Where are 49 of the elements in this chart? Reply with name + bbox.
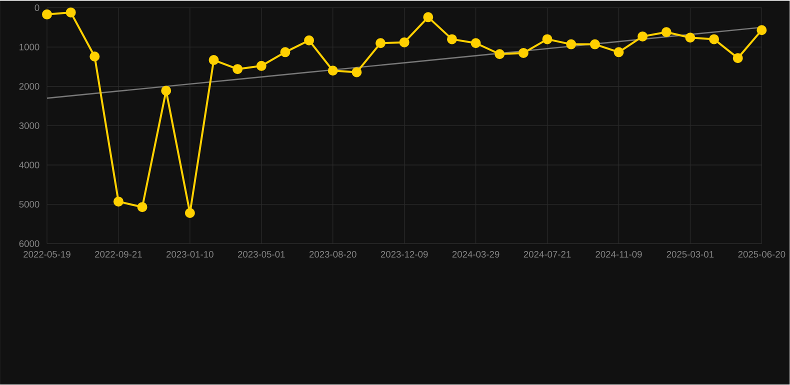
point [542, 34, 552, 44]
point [494, 49, 505, 60]
x-tick-label: 2024-07-21 [524, 251, 571, 258]
y-tick-label: 3000 [19, 122, 40, 130]
point [518, 48, 528, 58]
point [232, 64, 243, 74]
y-tick-label: 0 [34, 4, 40, 12]
point [208, 55, 219, 66]
y-tick-label: 1000 [20, 44, 40, 51]
x-tick-label: 2025-03-01 [666, 251, 714, 258]
y-tick-label: 5000 [19, 201, 40, 208]
y-tick-label: 2000 [19, 83, 40, 90]
point [90, 52, 100, 62]
point [376, 38, 386, 48]
point [470, 38, 481, 48]
point [352, 67, 362, 78]
point [446, 34, 457, 44]
point [614, 47, 624, 58]
point [161, 86, 172, 96]
point [304, 36, 314, 46]
point [685, 32, 696, 43]
point [709, 34, 720, 44]
point [399, 38, 410, 48]
point [328, 66, 338, 76]
point [256, 61, 266, 72]
x-tick-label: 2023-05-01 [238, 251, 285, 258]
point [566, 40, 576, 50]
point [42, 10, 52, 20]
x-tick-label: 2022-05-19 [24, 251, 70, 258]
x-tick-label: 2025-06-20 [738, 251, 786, 258]
x-tick-label: 2024-03-29 [452, 251, 500, 258]
y-tick-label: 6000 [19, 240, 40, 248]
point [184, 208, 195, 218]
point [590, 40, 600, 50]
point [423, 12, 434, 22]
point [137, 202, 148, 212]
point [66, 8, 76, 18]
point [280, 47, 290, 58]
x-tick-label: 2023-01-10 [166, 251, 214, 258]
point [756, 25, 767, 36]
x-tick-label: 2023-12-09 [380, 251, 428, 258]
point [638, 32, 648, 42]
point [661, 27, 672, 38]
point [732, 53, 743, 64]
y-tick-label: 4000 [19, 162, 40, 169]
x-tick-label: 2023-08-20 [309, 251, 356, 258]
x-tick-label: 2022-09-21 [95, 251, 142, 258]
x-tick-label: 2024-11-09 [596, 251, 642, 258]
point [113, 196, 124, 207]
